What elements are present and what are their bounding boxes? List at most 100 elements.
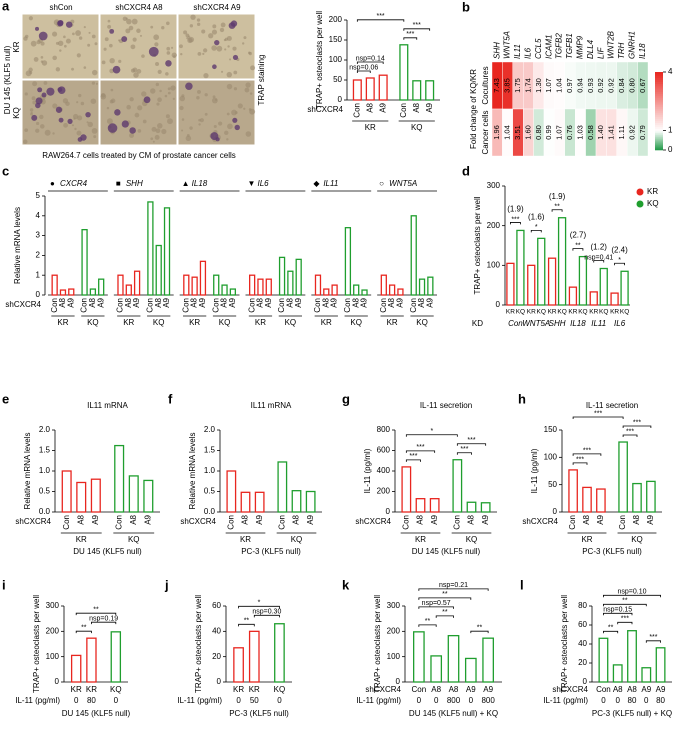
column-label: IL11 bbox=[513, 44, 522, 59]
cell-texture bbox=[166, 46, 171, 51]
cell-texture bbox=[221, 70, 224, 73]
osteoclast bbox=[35, 26, 40, 31]
cell-texture bbox=[213, 124, 217, 129]
colorbar-step bbox=[655, 85, 663, 88]
bar bbox=[70, 654, 82, 683]
cell-texture bbox=[136, 28, 141, 34]
significance-bracket bbox=[593, 260, 605, 263]
caption: RAW264.7 cells treated by CM of prostate… bbox=[42, 151, 236, 160]
y-axis-label: TRAP+ osteoclasts per well bbox=[473, 196, 482, 294]
cell-texture bbox=[107, 19, 111, 23]
y-tick-label: 40 bbox=[212, 626, 221, 635]
colorbar-label: 4 bbox=[668, 67, 673, 76]
significance-label: ** bbox=[425, 618, 431, 625]
bar bbox=[51, 274, 58, 296]
x-tick-label: A9 bbox=[132, 297, 141, 307]
colorbar-step bbox=[655, 132, 663, 135]
cell-texture bbox=[76, 101, 79, 104]
cell-texture bbox=[110, 98, 116, 104]
cell-texture bbox=[55, 41, 59, 45]
x-tick-label: KR bbox=[527, 309, 536, 316]
cell-label: 0.92 bbox=[596, 78, 605, 93]
cell-texture bbox=[118, 39, 121, 42]
bar bbox=[248, 630, 260, 683]
significance-bracket bbox=[75, 612, 117, 616]
cell-texture bbox=[159, 89, 162, 93]
cell-texture bbox=[226, 35, 232, 41]
cell-texture bbox=[131, 18, 138, 25]
gene-marker: ▲ bbox=[182, 179, 190, 188]
group-label: KR bbox=[321, 318, 332, 327]
panel-label: f bbox=[168, 391, 173, 406]
bar bbox=[199, 260, 207, 296]
osteoclast bbox=[109, 28, 115, 34]
bar bbox=[59, 289, 67, 296]
cell-texture bbox=[90, 98, 97, 104]
cell-texture bbox=[92, 69, 98, 76]
bar bbox=[516, 229, 525, 306]
cell-texture bbox=[77, 115, 83, 121]
cell-texture bbox=[204, 112, 208, 116]
x-tick-label: Con bbox=[409, 298, 418, 313]
significance-bracket bbox=[510, 222, 521, 225]
cell-texture bbox=[231, 109, 237, 116]
y-tick-label: 60 bbox=[212, 601, 221, 610]
cell-texture bbox=[23, 139, 28, 144]
x-tick-label: Con bbox=[50, 298, 59, 313]
bar bbox=[183, 274, 190, 296]
cell-label: 0.97 bbox=[565, 78, 574, 93]
row-label: KR bbox=[12, 41, 21, 52]
bar bbox=[632, 482, 642, 513]
x-tick-label: A8 bbox=[365, 102, 374, 112]
panel-label: l bbox=[520, 577, 524, 592]
column-label: ICAM1 bbox=[544, 35, 553, 59]
colorbar-step bbox=[655, 140, 663, 143]
cell-texture bbox=[78, 93, 82, 98]
cell-texture bbox=[152, 140, 155, 143]
cell-texture bbox=[198, 118, 201, 122]
cell-texture bbox=[224, 48, 227, 51]
significance-label: *** bbox=[633, 419, 641, 426]
chart-title: IL11 mRNA bbox=[87, 401, 128, 410]
panel-label: b bbox=[462, 0, 470, 14]
cell-label: 1.04 bbox=[555, 78, 564, 93]
group-label: KR bbox=[123, 318, 134, 327]
significance-label: *** bbox=[467, 437, 475, 444]
cell-texture bbox=[41, 60, 48, 66]
cell-texture bbox=[40, 124, 45, 129]
row-value: 80 bbox=[656, 696, 665, 705]
x-tick-label: Con bbox=[618, 515, 627, 530]
panel-label: k bbox=[342, 577, 350, 592]
y-tick-label: 40 bbox=[578, 639, 587, 648]
bar bbox=[291, 490, 302, 513]
group-label: KQ bbox=[291, 535, 303, 544]
x-tick-label: Con bbox=[226, 515, 235, 530]
y-tick-label: 1 bbox=[36, 270, 41, 279]
x-tick-label: A8 bbox=[417, 297, 426, 307]
significance-bracket bbox=[456, 443, 487, 446]
bar bbox=[401, 466, 412, 513]
legend-label: KQ bbox=[647, 199, 659, 208]
cell-label: 0.58 bbox=[586, 125, 595, 140]
y-tick-label: 50 bbox=[333, 75, 342, 84]
x-tick-label: Con bbox=[401, 515, 410, 530]
significance-bracket bbox=[435, 615, 454, 618]
colorbar-label: 0 bbox=[668, 145, 673, 154]
cell-texture bbox=[237, 103, 243, 109]
bar bbox=[89, 288, 97, 296]
cell-texture bbox=[250, 65, 256, 71]
group-label: KQ bbox=[285, 318, 297, 327]
x-axis-label: shCXCR4 bbox=[355, 517, 391, 526]
footer: PC-3 (KLF5 null) bbox=[229, 709, 289, 718]
y-tick-label: 200 bbox=[387, 626, 401, 635]
y-tick-label: 0.0 bbox=[39, 507, 51, 516]
y-tick-label: 600 bbox=[377, 446, 391, 455]
y-tick-label: 200 bbox=[329, 15, 343, 24]
y-tick-label: 0 bbox=[217, 677, 222, 686]
panel-label: d bbox=[462, 163, 470, 178]
x-tick-label: A8 bbox=[292, 514, 301, 524]
cell-texture bbox=[94, 42, 98, 46]
y-axis-label: TRAP+ osteoclasts per well bbox=[32, 595, 41, 693]
category-label: IL18 bbox=[570, 319, 586, 328]
cell-label: 1.07 bbox=[544, 78, 553, 93]
